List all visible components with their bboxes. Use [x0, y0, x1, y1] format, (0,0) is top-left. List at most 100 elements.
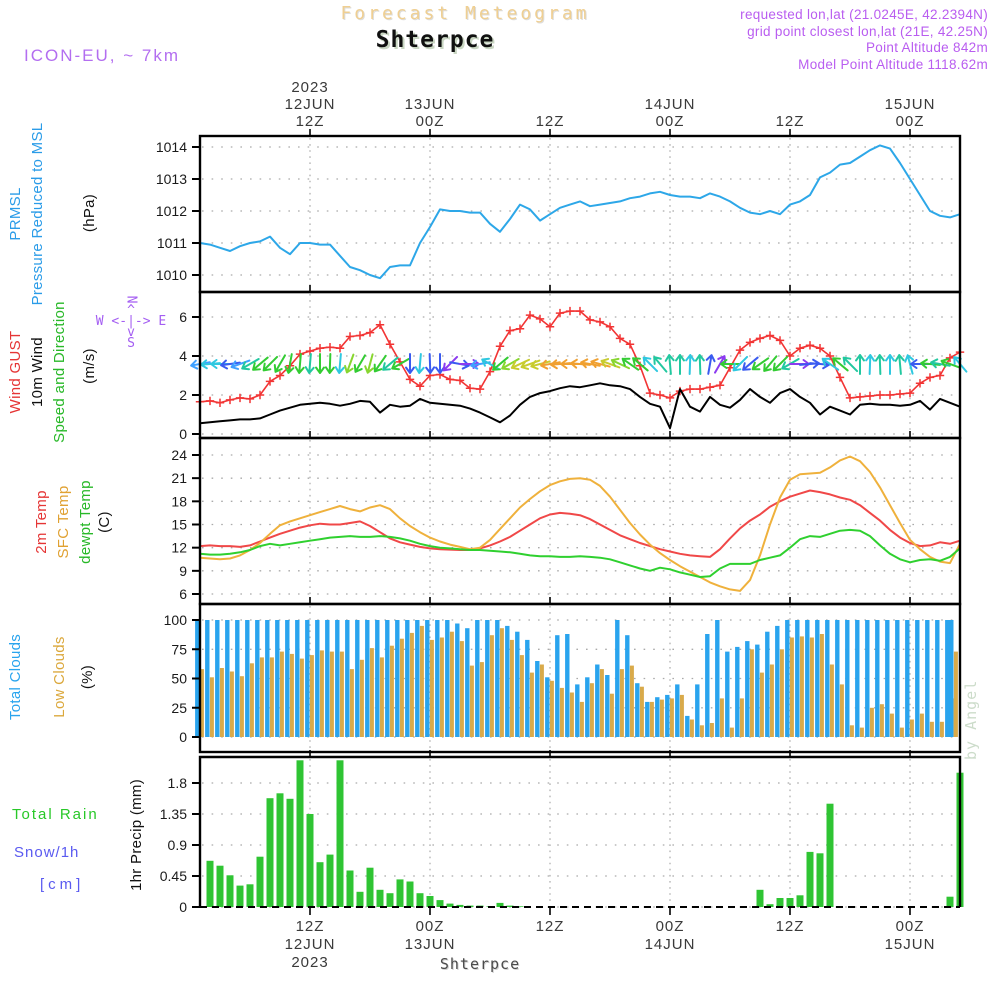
- wind-direction-arrow: [621, 357, 640, 371]
- requested-coords-label: requested lon,lat (21.0245E, 42.2394N): [740, 7, 988, 22]
- svg-text:25: 25: [171, 700, 187, 716]
- svg-text:21: 21: [171, 470, 187, 486]
- snow-label: Snow/1h: [14, 844, 80, 861]
- series-wind-gust: [199, 310, 961, 404]
- svg-text:15: 15: [171, 517, 187, 533]
- svg-text:0: 0: [179, 729, 187, 745]
- point-altitude-label: Point Altitude 842m: [865, 40, 988, 55]
- temp-dewpt-label: dewpt Temp: [77, 480, 94, 564]
- svg-text:50: 50: [171, 671, 187, 687]
- svg-text:9: 9: [179, 563, 187, 579]
- model-altitude-label: Model Point Altitude 1118.62m: [798, 56, 988, 72]
- wind-direction-arrow: [425, 353, 436, 374]
- total-clouds-label: Total Clouds: [7, 633, 24, 721]
- compass-south-label: S: [127, 336, 135, 351]
- svg-text:1.35: 1.35: [160, 806, 187, 822]
- wind-direction-arrow: [930, 358, 951, 369]
- svg-text:00Z: 00Z: [416, 918, 445, 935]
- wind-direction-arrow: [580, 358, 601, 369]
- svg-text:24: 24: [171, 447, 187, 463]
- wind-direction-arrow: [885, 354, 895, 375]
- svg-text:12Z: 12Z: [296, 918, 325, 935]
- svg-text:15JUN: 15JUN: [885, 96, 936, 113]
- panel-precip: 1.8 1.35 0.9 0.45 0: [160, 750, 964, 915]
- compass-rose: N ^ W <-|-> E v S: [95, 294, 167, 351]
- svg-text:12JUN: 12JUN: [285, 936, 336, 953]
- svg-text:1013: 1013: [156, 171, 187, 187]
- low-clouds-label: Low Clouds: [51, 636, 68, 718]
- svg-text:2023: 2023: [291, 79, 328, 96]
- total-rain-label: Total Rain: [12, 806, 99, 823]
- svg-text:0: 0: [179, 899, 187, 915]
- svg-text:1012: 1012: [156, 203, 187, 219]
- svg-text:1.8: 1.8: [168, 775, 188, 791]
- svg-text:14JUN: 14JUN: [645, 96, 696, 113]
- svg-text:6: 6: [179, 586, 187, 602]
- wind-direction-arrow: [653, 356, 668, 373]
- wind-direction-arrow: [865, 354, 876, 375]
- wind-direction-arrow: [742, 356, 759, 371]
- series-2m-temp: [199, 489, 961, 558]
- panel-clouds: 100 75 50 25 0: [164, 597, 962, 754]
- pressure-reduced-label: Pressure Reduced to MSL: [29, 122, 46, 306]
- wind-direction-arrow: [315, 353, 325, 374]
- wind-direction-arrow: [294, 353, 305, 374]
- wind-direction-arrow: [230, 359, 251, 370]
- wind-direction-arrow: [600, 358, 621, 369]
- wind-gust-label: Wind GUST: [7, 330, 24, 414]
- temp-2m-label: 2m Temp: [33, 490, 50, 554]
- wind-direction-arrow: [570, 358, 591, 369]
- wind-direction-arrow: [675, 354, 685, 375]
- series-sfc-temp: [199, 455, 961, 592]
- compass-down-arrow: v: [127, 325, 135, 340]
- wind-direction-arrow: [940, 358, 961, 369]
- wind-direction-arrow: [772, 355, 789, 372]
- series-10m-wind: [199, 382, 961, 430]
- wind-direction-arrow: [894, 354, 905, 375]
- wind-direction-arrow: [832, 357, 849, 372]
- svg-text:1014: 1014: [156, 139, 187, 155]
- wind-direction-arrow: [382, 356, 399, 371]
- wind-direction-arrow: [821, 357, 840, 371]
- wind-direction-arrow: [610, 357, 631, 370]
- wind-direction-arrow: [501, 358, 520, 371]
- wind-direction-arrow: [664, 354, 675, 375]
- wind-direction-arrow: [334, 353, 345, 374]
- svg-text:12JUN: 12JUN: [285, 96, 336, 113]
- svg-text:00Z: 00Z: [416, 113, 445, 130]
- svg-text:0: 0: [179, 426, 187, 442]
- wind-direction-arrow: [732, 355, 749, 372]
- wind-direction-arrow: [220, 359, 241, 370]
- svg-text:13JUN: 13JUN: [405, 96, 456, 113]
- svg-text:75: 75: [171, 641, 187, 657]
- panel-wind: 6 4 2 0: [179, 285, 968, 442]
- compass-we-row: W <-|-> E: [95, 314, 167, 329]
- svg-text:1010: 1010: [156, 267, 187, 283]
- panel-pressure: 1014 1013 1012 1011 1010: [156, 129, 962, 294]
- wind-direction-arrow: [241, 358, 260, 371]
- svg-text:18: 18: [171, 493, 187, 509]
- svg-text:6: 6: [179, 309, 187, 325]
- wind-direction-arrow: [391, 358, 410, 371]
- svg-text:00Z: 00Z: [656, 113, 685, 130]
- celsius-unit-label: (C): [96, 511, 113, 533]
- footer-station-label: Shterpce: [439, 955, 521, 973]
- speed-direction-label: Speed and Direction: [51, 301, 68, 443]
- wind-direction-arrow: [324, 353, 335, 374]
- wind-direction-arrow: [304, 353, 315, 374]
- compass-up-arrow: ^: [127, 303, 135, 318]
- wind-direction-arrow: [642, 356, 659, 373]
- wind-direction-arrow: [540, 359, 561, 370]
- wind-direction-arrow: [763, 355, 778, 372]
- wind-direction-arrow: [855, 354, 865, 375]
- svg-text:12: 12: [171, 540, 187, 556]
- hpa-unit-label: (hPa): [81, 193, 98, 233]
- wind-direction-arrow: [632, 357, 649, 372]
- wind-direction-arrow: [751, 357, 770, 371]
- forecast-meteogram-title: Forecast Meteogram: [340, 3, 590, 24]
- svg-text:00Z: 00Z: [896, 113, 925, 130]
- svg-text:0.45: 0.45: [160, 868, 187, 884]
- svg-text:13JUN: 13JUN: [405, 936, 456, 953]
- wind-direction-arrow: [520, 359, 541, 370]
